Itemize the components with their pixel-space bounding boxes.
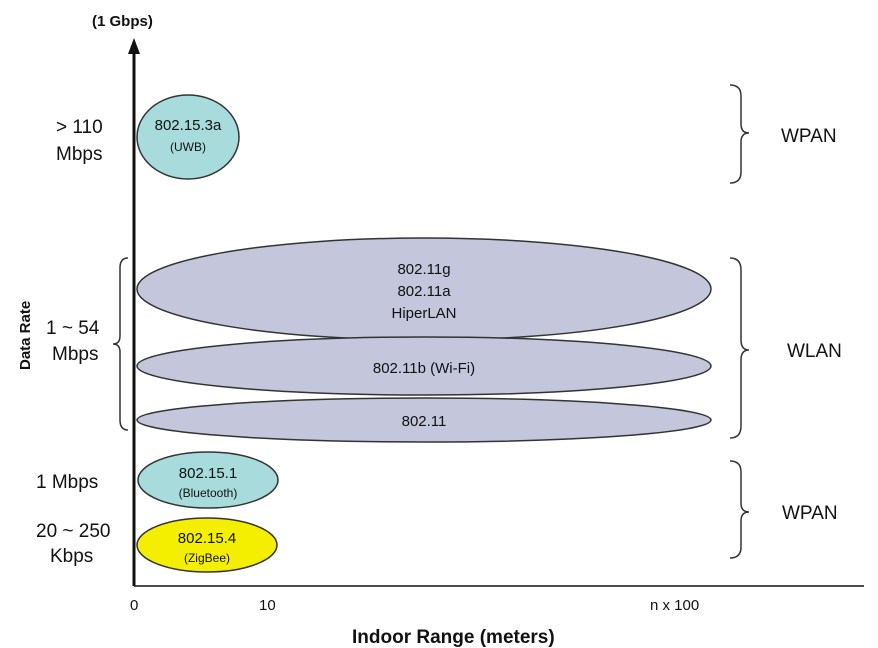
y-axis-arrow (128, 38, 140, 54)
x-tick-0: 0 (130, 597, 138, 614)
rate-label-bluetooth: 1 Mbps (36, 472, 98, 493)
group-label-wpan-top: WPAN (781, 126, 837, 147)
wifi-ellipse (136, 336, 712, 396)
zigbee-ellipse (136, 517, 278, 573)
wifi-label: 802.11b (Wi-Fi) (373, 360, 475, 377)
rate-label-zigbee-line2: Kbps (50, 546, 93, 567)
rate-label-wlan-line1: 1 ~ 54 (46, 318, 100, 339)
x-axis-title: Indoor Range (meters) (352, 627, 555, 648)
base-80211-label: 802.11 (402, 413, 447, 430)
y-axis-title: Data Rate (17, 301, 34, 370)
group-label-wlan: WLAN (787, 341, 842, 362)
bluetooth-name: 802.15.1 (179, 465, 237, 482)
rate-label-zigbee-line1: 20 ~ 250 (36, 521, 111, 542)
zigbee-sub: (ZigBee) (184, 551, 230, 565)
wlan-top-line2: 802.11a (397, 283, 451, 300)
x-tick-n100: n x 100 (650, 597, 699, 614)
uwb-name: 802.15.3a (155, 117, 222, 134)
bluetooth-sub: (Bluetooth) (179, 486, 238, 500)
uwb-sub: (UWB) (170, 140, 206, 154)
wlan-left-brace (112, 257, 129, 431)
bluetooth-ellipse (137, 451, 279, 509)
rate-label-uwb-line2: Mbps (56, 144, 102, 165)
uwb-ellipse (136, 94, 240, 180)
group-label-wpan-bottom: WPAN (782, 503, 838, 524)
wpan-top-brace (729, 84, 750, 184)
zigbee-name: 802.15.4 (178, 530, 236, 547)
x-tick-10: 10 (259, 597, 276, 614)
y-axis-top-label: (1 Gbps) (92, 13, 153, 30)
wlan-right-brace (729, 257, 750, 439)
rate-label-wlan-line2: Mbps (52, 344, 98, 365)
rate-label-uwb-line1: > 110 (56, 117, 103, 138)
wpan-bottom-brace (729, 460, 750, 559)
wlan-top-line1: 802.11g (397, 261, 450, 278)
base-80211-ellipse (136, 397, 712, 443)
wlan-top-line3: HiperLAN (391, 305, 456, 322)
